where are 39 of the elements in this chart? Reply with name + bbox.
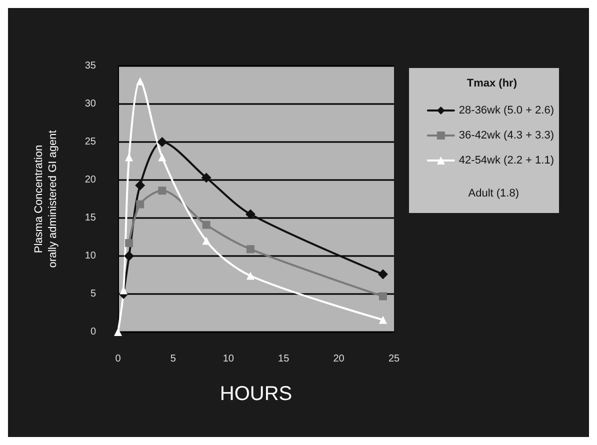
point — [135, 180, 146, 190]
legend-title: Tmax (hr) — [466, 78, 518, 90]
x-tick-label: 10 — [222, 354, 234, 364]
x-tick-label: 15 — [278, 354, 290, 364]
y-tick-label: 15 — [84, 212, 96, 224]
point — [378, 292, 387, 300]
y-axis-title: Plasma Concentration orally administered GI agent — [33, 130, 59, 268]
point — [378, 269, 388, 280]
y-tick-label: 25 — [84, 136, 96, 148]
y-tick-label: 10 — [84, 250, 96, 262]
point — [125, 239, 134, 248]
x-axis-title: HOURS — [220, 383, 292, 405]
x-tick-label: 0 — [115, 354, 122, 364]
text: Adult (1.8) — [468, 188, 520, 200]
point — [136, 200, 144, 208]
point — [158, 153, 166, 162]
legend-label: 42-54wk (2.2 + 1.1) — [458, 154, 554, 166]
point — [246, 272, 254, 280]
point — [201, 172, 212, 183]
legend-label: 28-36wk (5.0 + 2.6) — [458, 104, 554, 116]
y-tick-label: 20 — [84, 174, 96, 186]
point — [202, 236, 210, 245]
y-tick-label: 5 — [90, 288, 96, 300]
point — [158, 186, 166, 195]
x-tick-label: 25 — [388, 354, 400, 364]
legend-label: 36-42wk (4.3 + 3.3) — [458, 130, 554, 142]
point — [245, 209, 256, 220]
y-tick-label: 0 — [90, 326, 96, 338]
x-tick-label: 20 — [333, 354, 345, 364]
point — [246, 245, 254, 254]
point — [114, 328, 122, 336]
point — [378, 316, 387, 324]
point — [124, 251, 134, 261]
y-tick-label: 30 — [84, 98, 96, 110]
y-tick-label: 35 — [84, 60, 96, 72]
point — [157, 137, 168, 147]
x-tick-label: 5 — [170, 354, 176, 364]
point — [136, 77, 144, 86]
point — [202, 220, 210, 229]
